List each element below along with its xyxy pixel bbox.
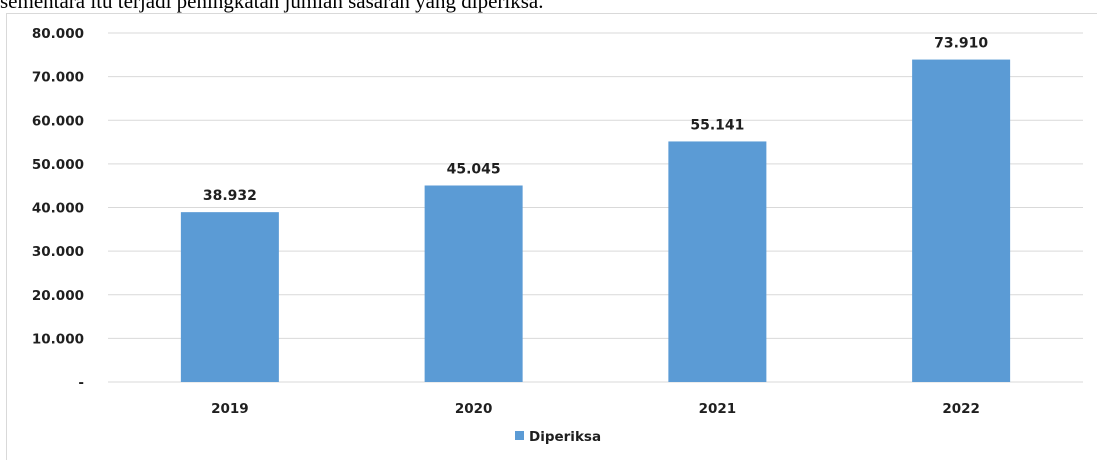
y-tick-label: 50.000 <box>32 157 84 173</box>
bar-2022 <box>912 59 1011 382</box>
y-tick-label: 30.000 <box>32 244 84 260</box>
bar-2019 <box>180 212 279 382</box>
x-tick-label-2019: 2019 <box>211 401 249 417</box>
data-label-2020: 45.045 <box>447 161 501 177</box>
legend: Diperiksa <box>515 429 601 445</box>
data-label-2019: 38.932 <box>203 188 257 204</box>
y-axis: - 10.000 20.000 30.000 40.000 50.000 60.000 70.… <box>32 26 84 391</box>
bar-2021 <box>668 141 767 382</box>
y-tick-label: 70.000 <box>32 70 84 86</box>
data-label-2022: 73.910 <box>934 36 988 52</box>
y-tick-label: 40.000 <box>32 201 84 217</box>
bar-2020 <box>424 185 523 382</box>
data-labels: 38.932 45.045 55.141 73.910 <box>203 36 989 205</box>
y-tick-label: 80.000 <box>32 26 84 42</box>
x-tick-label-2020: 2020 <box>455 401 493 417</box>
y-tick-label: - <box>78 375 84 391</box>
y-tick-label: 10.000 <box>32 331 84 347</box>
x-tick-label-2021: 2021 <box>699 401 737 417</box>
legend-label: Diperiksa <box>529 429 601 445</box>
x-tick-label-2022: 2022 <box>942 401 980 417</box>
data-label-2021: 55.141 <box>690 117 744 133</box>
x-axis: 2019 2020 2021 2022 <box>211 401 980 417</box>
y-tick-label: 20.000 <box>32 288 84 304</box>
legend-swatch <box>515 431 524 440</box>
y-tick-label: 60.000 <box>32 113 84 129</box>
intro-text: sementara itu terjadi peningkatan jumlah… <box>0 0 544 13</box>
bars <box>180 59 1011 382</box>
